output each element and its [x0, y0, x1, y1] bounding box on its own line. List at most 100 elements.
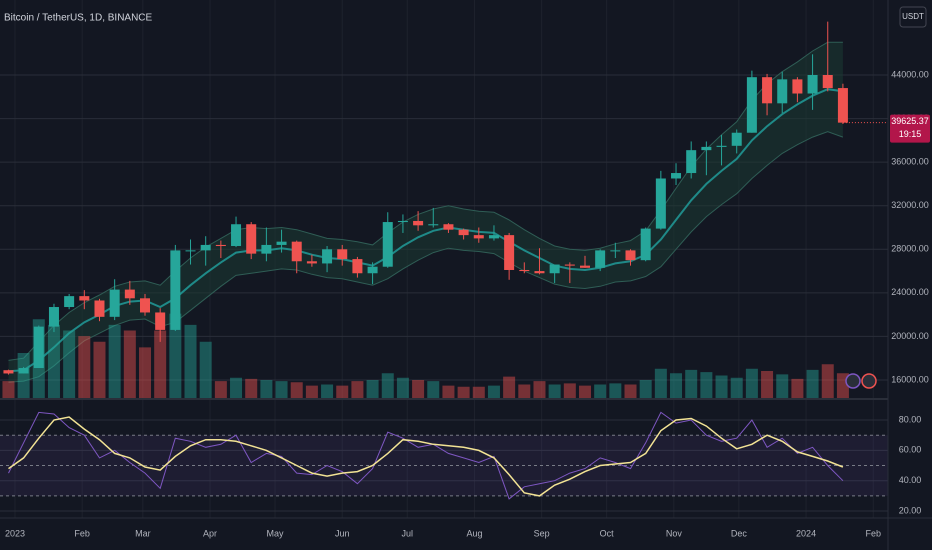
countdown: 19:15 [899, 129, 922, 139]
volume-bar [2, 381, 15, 398]
volume-bar [351, 381, 364, 398]
volume-bar [427, 381, 440, 398]
candle-body [79, 296, 90, 301]
candle-body [261, 244, 272, 254]
volume-bar [700, 372, 713, 398]
candle-body [124, 289, 135, 299]
volume-bar [609, 383, 622, 398]
candle-body [291, 241, 302, 262]
volume-bar [518, 384, 531, 398]
candle-body [200, 244, 211, 251]
candle-body [18, 368, 29, 374]
candle-body [443, 224, 454, 230]
volume-bar [321, 384, 334, 398]
y-tick-label: 80.00 [899, 414, 922, 424]
candle-body [655, 178, 666, 229]
volume-bar [366, 380, 379, 398]
symbol-title: Bitcoin / TetherUS, 1D, BINANCE [4, 13, 153, 24]
volume-bar [154, 330, 167, 398]
volume-bar [230, 377, 243, 398]
band-lower [8, 131, 844, 383]
volume-bar [791, 378, 804, 398]
candle-body [140, 298, 151, 313]
volume-bar [457, 386, 470, 398]
candle-body [458, 229, 469, 236]
y-tick-label: 16000.00 [891, 374, 929, 384]
candle-body [306, 261, 317, 264]
currency[interactable]: USDT [902, 12, 924, 21]
volume-bar [776, 374, 789, 398]
volume-bar [396, 377, 409, 398]
volume-bar [821, 364, 834, 398]
y-tick-label: 36000.00 [891, 157, 929, 167]
volume-bar [715, 375, 728, 398]
volume-bar [624, 384, 637, 398]
candle-body [170, 250, 181, 330]
volume-bar [139, 347, 152, 398]
rsi-line [8, 416, 844, 497]
currency-box[interactable] [899, 6, 927, 28]
candle-body [625, 250, 636, 261]
x-tick-label: Feb [866, 528, 882, 538]
y-tick-label: 24000.00 [891, 287, 929, 297]
x-tick-label: Oct [600, 528, 615, 538]
volume-bar [594, 384, 607, 398]
candle-body [701, 146, 712, 151]
event-icon[interactable] [845, 373, 861, 389]
candle-body [716, 145, 727, 147]
x-tick-label: 2024 [796, 528, 816, 538]
y-tick-label: 40.00 [899, 475, 922, 485]
rsi-line [8, 411, 844, 500]
volume-bar [578, 385, 591, 398]
candle-body [564, 264, 575, 266]
candle-body [671, 173, 682, 179]
candle-body [807, 74, 818, 94]
axes: 2023 Feb Mar Apr May Jun Jul Aug Sep Oct Nov Dec 202… [5, 69, 930, 538]
volume-bar [548, 384, 561, 398]
x-tick-label: Feb [74, 528, 90, 538]
volume-bar [47, 324, 60, 398]
band-fill [8, 42, 843, 383]
event-icon[interactable] [861, 373, 877, 389]
candle-body [762, 77, 773, 104]
x-tick-label: Sep [534, 528, 550, 538]
candle-body [231, 224, 242, 247]
volume-bar [245, 378, 258, 398]
y-tick-label: 20.00 [899, 505, 922, 515]
candle-body [109, 289, 120, 317]
volume-bar [412, 380, 425, 398]
volume-bar [745, 368, 758, 398]
volume-bar [685, 369, 698, 398]
volume-bar [503, 376, 516, 398]
volume-bar [78, 336, 91, 398]
volume-bar [806, 369, 819, 398]
volume-bar [472, 386, 485, 398]
volume-bar [381, 373, 394, 398]
y-tick-label: 20000.00 [891, 331, 929, 341]
candle-body [428, 224, 439, 226]
candle-body [3, 370, 14, 374]
event-icons[interactable] [845, 373, 877, 389]
x-tick-label: Jul [402, 528, 414, 538]
candle-body [473, 235, 484, 239]
x-tick-label: Dec [731, 528, 748, 538]
volume-bar [63, 330, 76, 398]
x-tick-label: May [267, 528, 285, 538]
last-price: 39625.37 [891, 116, 929, 126]
candle-body [246, 224, 257, 254]
volume-bar [275, 381, 288, 398]
x-tick-label: Mar [135, 528, 151, 538]
candle-body [534, 271, 545, 274]
candle-body [185, 250, 196, 252]
candle-body [640, 228, 651, 261]
volume-bar [761, 371, 774, 398]
candle-body [746, 77, 757, 133]
y-tick-label: 44000.00 [891, 69, 929, 79]
volume-bar [93, 341, 106, 398]
candle-body [352, 259, 363, 274]
candle-body [33, 326, 44, 369]
volume-bar [17, 353, 30, 398]
candle-body [215, 244, 226, 247]
